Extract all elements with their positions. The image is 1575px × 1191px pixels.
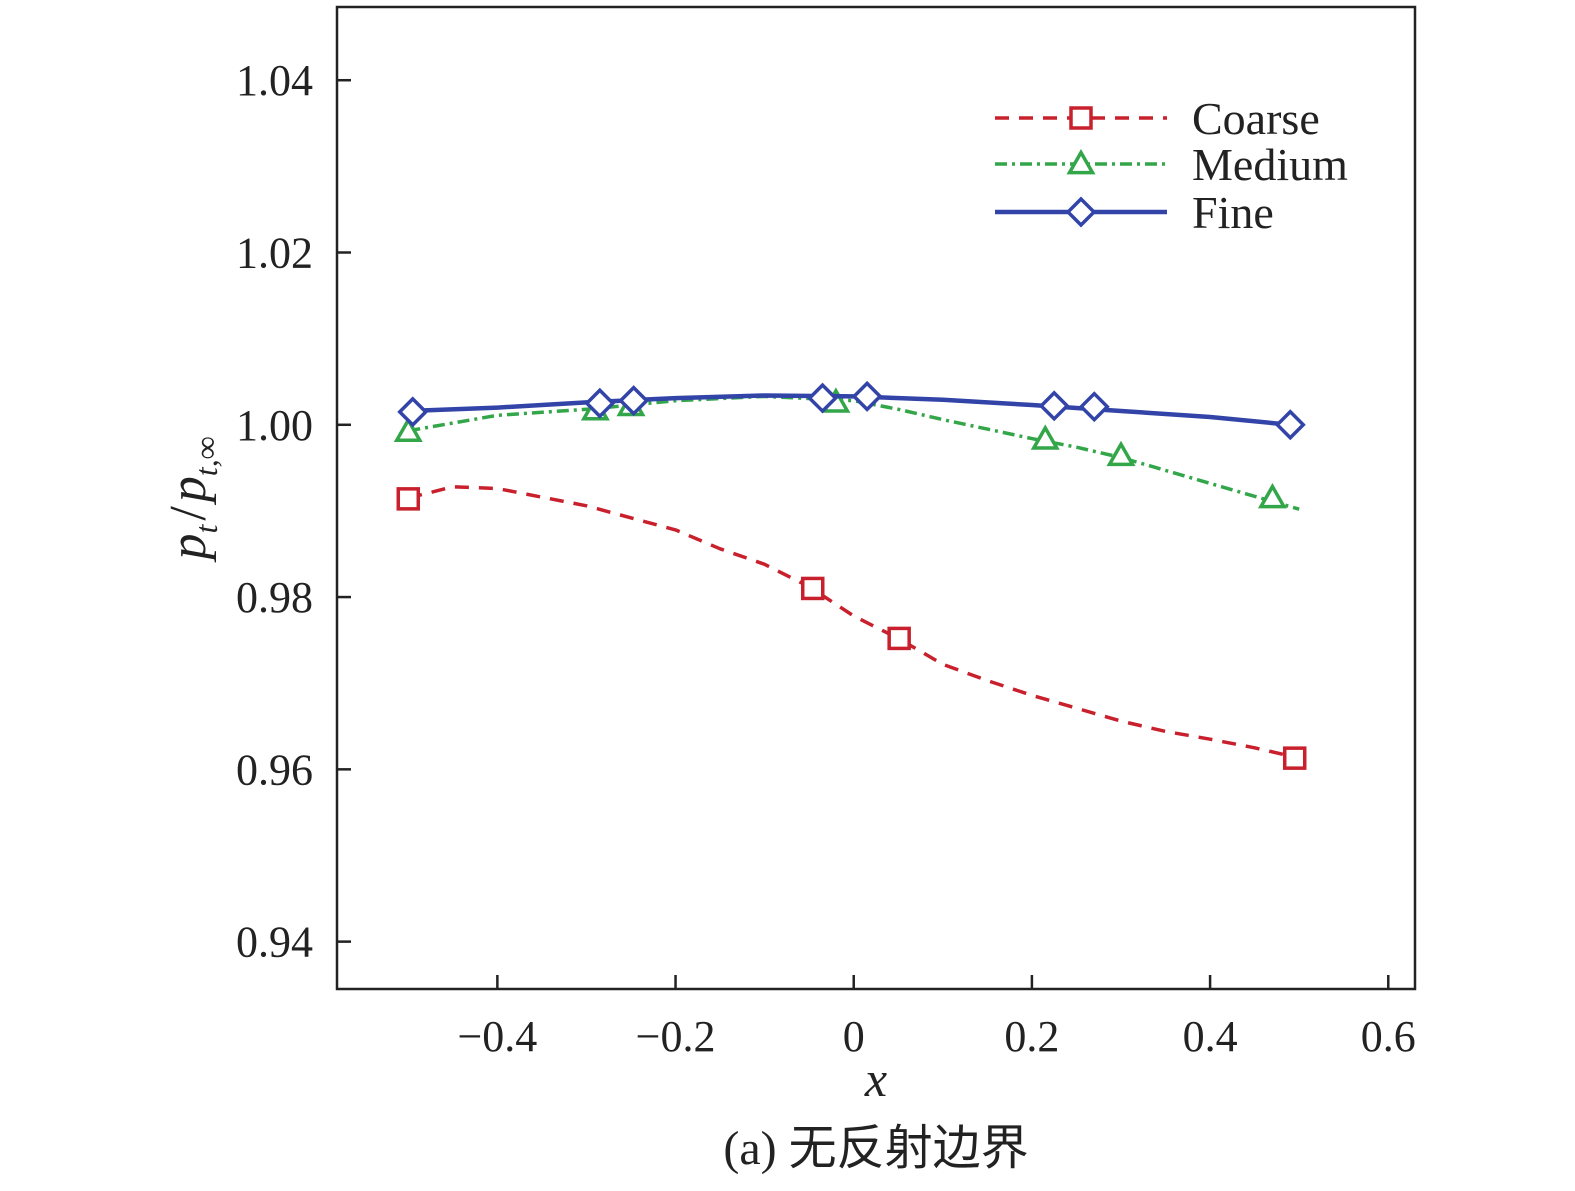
x-tick-label: −0.2 [636, 1012, 716, 1061]
series-marker-coarse [1282, 746, 1307, 770]
series-marker-coarse [800, 576, 825, 601]
legend-item-medium: Medium [995, 139, 1348, 190]
series-layer [393, 380, 1307, 770]
figure-caption: (a) 无反射边界 [723, 1122, 1028, 1175]
legend-marker-coarse [1069, 106, 1093, 130]
x-tick-label: −0.4 [457, 1012, 537, 1061]
y-tick-label: 1.00 [236, 401, 313, 450]
series-marker-fine [618, 385, 650, 417]
series-marker-fine [807, 382, 839, 414]
series-line-medium [408, 394, 1300, 511]
y-tick-label: 0.96 [236, 745, 313, 794]
legend-item-fine: Fine [995, 187, 1274, 238]
legend-marker-medium [1066, 148, 1096, 175]
x-tick-label: 0.4 [1183, 1012, 1238, 1061]
series-marker-fine [397, 396, 429, 428]
y-tick-label: 0.98 [236, 573, 313, 622]
series-line-coarse [407, 485, 1300, 760]
series-marker-fine [1078, 391, 1110, 423]
series-marker-medium [1257, 482, 1287, 509]
x-tick-label: 0.6 [1361, 1012, 1416, 1061]
ticks-layer: 0.94 0.96 0.98 1.00 1.02 1.04 −0.4 −0.2 0 0.2 0.4 0… [236, 56, 1416, 1061]
y-tick-label: 0.94 [236, 918, 313, 967]
series-marker-fine [1274, 409, 1306, 441]
y-tick-label: 1.04 [236, 56, 313, 105]
legend-label-fine: Fine [1192, 187, 1274, 238]
series-marker-medium [1106, 440, 1136, 467]
series-marker-medium [1030, 424, 1060, 450]
series-marker-coarse [887, 626, 911, 651]
series-fine [397, 380, 1306, 441]
y-tick-label: 1.02 [236, 229, 313, 278]
x-tick-label: 0.2 [1004, 1012, 1059, 1061]
series-marker-fine [1038, 390, 1070, 422]
series-marker-medium [393, 416, 423, 443]
legend-item-coarse: Coarse [995, 93, 1320, 144]
legend-label-coarse: Coarse [1192, 93, 1320, 144]
legend-label-medium: Medium [1192, 139, 1348, 190]
x-axis-title: x [864, 1051, 887, 1107]
series-marker-coarse [396, 487, 421, 511]
x-tick-label: 0 [843, 1012, 865, 1061]
series-coarse [396, 485, 1307, 770]
series-marker-fine [851, 380, 883, 412]
plot-frame [335, 5, 1417, 991]
series-marker-fine [584, 387, 616, 419]
y-axis-title: pt/pt,∞ [160, 436, 224, 563]
legend-marker-fine [1065, 196, 1097, 228]
